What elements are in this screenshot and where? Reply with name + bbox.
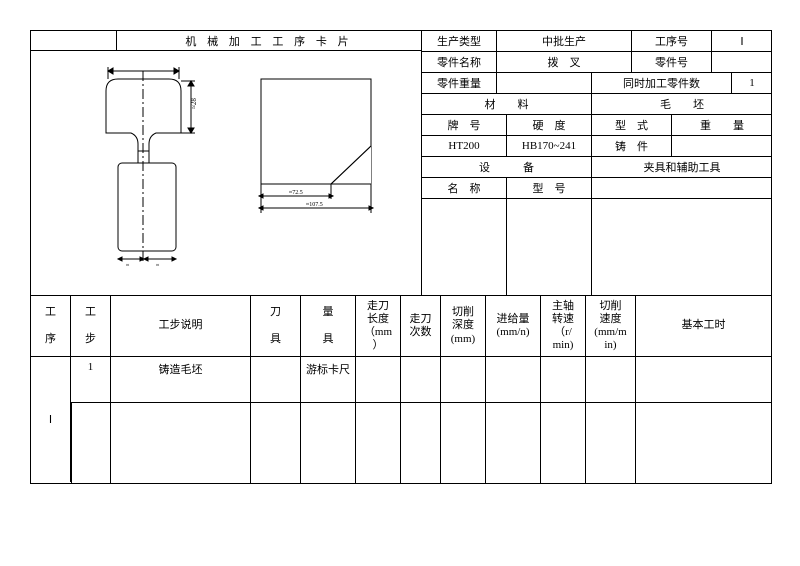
equip-model-value bbox=[507, 199, 592, 295]
col-proc: 工 序 bbox=[31, 296, 71, 356]
part-no-value bbox=[712, 52, 772, 72]
upper-section: 机 械 加 工 工 序 卡 片 bbox=[31, 31, 771, 296]
cell-depth bbox=[441, 357, 486, 402]
equip-label: 设 备 bbox=[422, 157, 592, 177]
cell-proc: Ⅰ bbox=[31, 357, 71, 482]
svg-text:≈28: ≈28 bbox=[190, 98, 198, 109]
brand-value: HT200 bbox=[422, 136, 507, 156]
material-label: 材 料 bbox=[422, 94, 592, 114]
col-tool: 刀 具 bbox=[251, 296, 301, 356]
part-name-value: 拨 叉 bbox=[497, 52, 632, 72]
simul-label: 同时加工零件数 bbox=[592, 73, 732, 93]
process-table: 工 序 工 步 工步说明 刀 具 量 具 走刀 长度 （mm ） 走刀 次数 切… bbox=[31, 296, 771, 483]
header-grid: 生产类型 中批生产 工序号 Ⅰ 零件名称 拨 叉 零件号 零件重量 同时加工零件… bbox=[422, 31, 772, 295]
cell-speed bbox=[586, 357, 636, 402]
col-spindle: 主轴 转速 （r/ min) bbox=[541, 296, 586, 356]
col-gauge: 量 具 bbox=[301, 296, 356, 356]
process-card: 机 械 加 工 工 序 卡 片 bbox=[30, 30, 772, 484]
col-step: 工 步 bbox=[71, 296, 111, 356]
hardness-value: HB170~241 bbox=[507, 136, 592, 156]
cell-time bbox=[636, 357, 771, 402]
equip-name-value bbox=[422, 199, 507, 295]
cell-tool bbox=[251, 357, 301, 402]
part-weight-label: 零件重量 bbox=[422, 73, 497, 93]
col-travel: 走刀 长度 （mm ） bbox=[356, 296, 401, 356]
col-speed: 切削 速度 (mm/m in) bbox=[586, 296, 636, 356]
cell-gauge: 游标卡尺 bbox=[301, 357, 356, 402]
cell-spindle bbox=[541, 357, 586, 402]
prod-type-value: 中批生产 bbox=[497, 31, 632, 51]
brand-label: 牌 号 bbox=[422, 115, 507, 135]
form-value: 铸 件 bbox=[592, 136, 672, 156]
proc-no-label: 工序号 bbox=[632, 31, 712, 51]
left-pane: 机 械 加 工 工 序 卡 片 bbox=[31, 31, 422, 295]
drawing-area: ≈28 ≈72.5 ≈107.5 ≈ ≈ bbox=[31, 51, 421, 295]
equip-name-label: 名 称 bbox=[422, 178, 507, 198]
cell-step: 1 bbox=[71, 357, 111, 402]
form-label: 型 式 bbox=[592, 115, 672, 135]
weight-value bbox=[672, 136, 772, 156]
card-title: 机 械 加 工 工 序 卡 片 bbox=[117, 31, 421, 50]
svg-text:≈: ≈ bbox=[126, 263, 130, 269]
part-no-label: 零件号 bbox=[632, 52, 712, 72]
prod-type-label: 生产类型 bbox=[422, 31, 497, 51]
simul-value: 1 bbox=[732, 73, 772, 93]
equip-model-label: 型 号 bbox=[507, 178, 592, 198]
weight-label: 重 量 bbox=[672, 115, 772, 135]
col-time: 基本工时 bbox=[636, 296, 771, 356]
cell-feed bbox=[486, 357, 541, 402]
blank-label: 毛 坯 bbox=[592, 94, 772, 114]
title-row: 机 械 加 工 工 序 卡 片 bbox=[31, 31, 421, 51]
table-row-empty bbox=[31, 403, 771, 483]
proc-no-value: Ⅰ bbox=[712, 31, 772, 51]
fixture-value bbox=[592, 199, 772, 295]
svg-text:≈: ≈ bbox=[156, 263, 160, 269]
fixture-label: 夹具和辅助工具 bbox=[592, 157, 772, 177]
table-row: Ⅰ 1 铸造毛坯 游标卡尺 bbox=[31, 357, 771, 403]
part-drawing: ≈28 ≈72.5 ≈107.5 ≈ ≈ bbox=[31, 51, 421, 281]
svg-text:≈72.5: ≈72.5 bbox=[289, 190, 303, 196]
cell-passes bbox=[401, 357, 441, 402]
col-depth: 切削 深度 (mm) bbox=[441, 296, 486, 356]
title-empty bbox=[31, 31, 117, 50]
cell-desc: 铸造毛坯 bbox=[111, 357, 251, 402]
cell-travel bbox=[356, 357, 401, 402]
col-passes: 走刀 次数 bbox=[401, 296, 441, 356]
fixture-value-hdr bbox=[592, 178, 772, 198]
hardness-label: 硬 度 bbox=[507, 115, 592, 135]
col-desc: 工步说明 bbox=[111, 296, 251, 356]
table-header: 工 序 工 步 工步说明 刀 具 量 具 走刀 长度 （mm ） 走刀 次数 切… bbox=[31, 296, 771, 357]
part-weight-value bbox=[497, 73, 592, 93]
col-feed: 进给量 (mm/n) bbox=[486, 296, 541, 356]
svg-text:≈107.5: ≈107.5 bbox=[306, 202, 323, 208]
part-name-label: 零件名称 bbox=[422, 52, 497, 72]
